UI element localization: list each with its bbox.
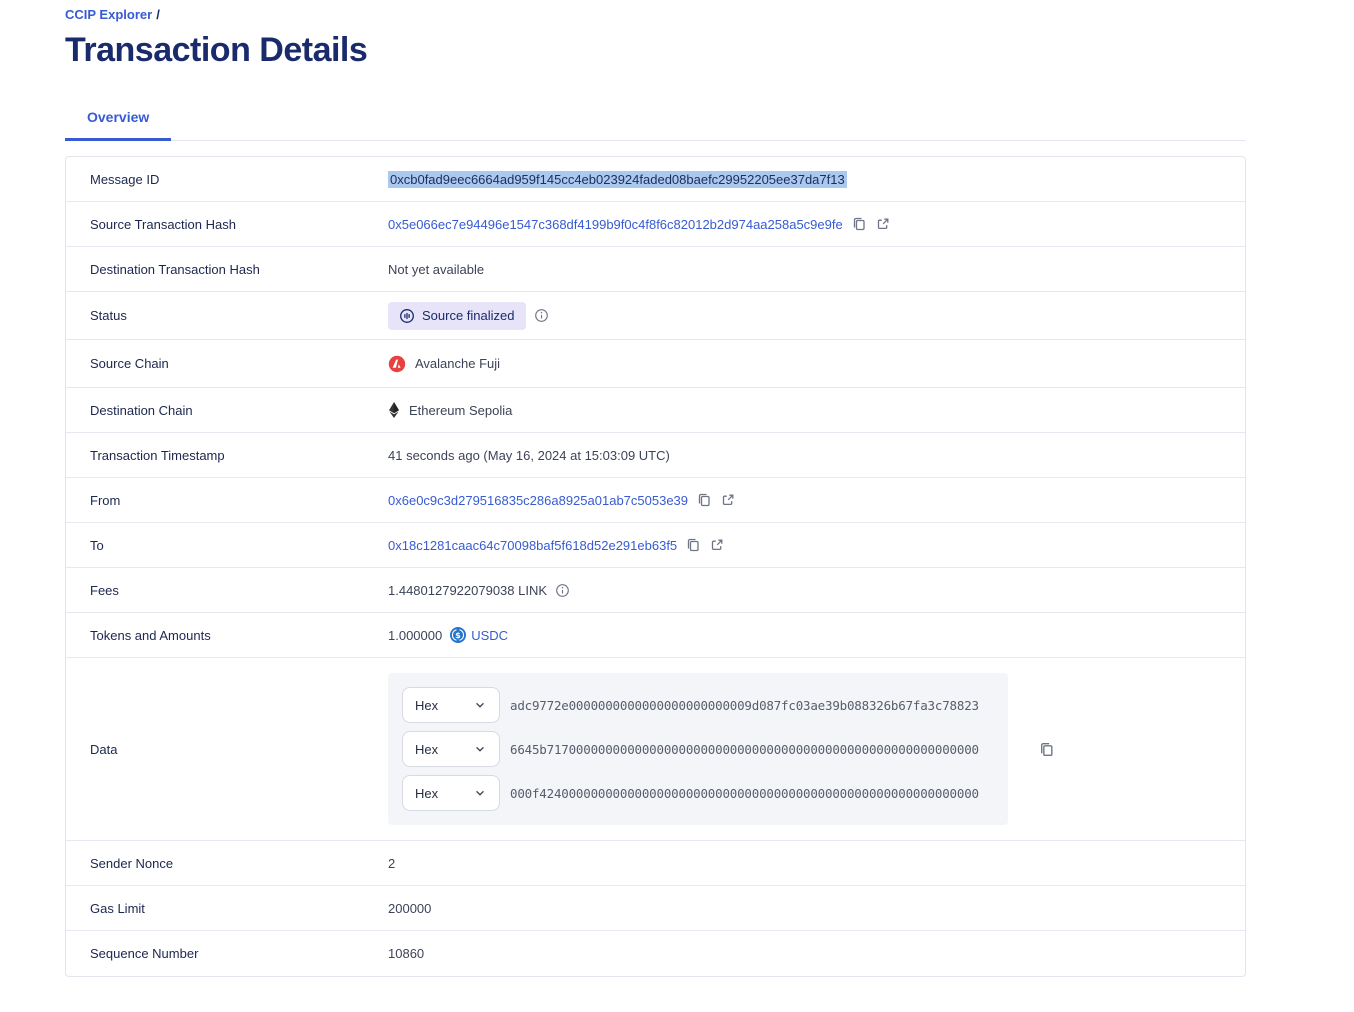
chevron-down-icon xyxy=(473,786,487,800)
to-address-link[interactable]: 0x18c1281caac64c70098baf5f618d52e291eb63… xyxy=(388,537,678,553)
chevron-down-icon xyxy=(473,742,487,756)
usdc-token-link[interactable]: $ USDC xyxy=(450,627,509,644)
row-sender-nonce: Sender Nonce 2 xyxy=(66,841,1245,887)
external-link-icon[interactable] xyxy=(720,492,736,508)
data-hex-line: 6645b71700000000000000000000000000000000… xyxy=(510,741,979,757)
timestamp-label: Transaction Timestamp xyxy=(90,447,225,463)
message-id-label: Message ID xyxy=(90,171,160,187)
transaction-details-page: CCIP Explorer / Transaction Details Overv… xyxy=(65,0,1246,978)
source-chain-name: Avalanche Fuji xyxy=(415,356,501,372)
data-line: Hex adc9772e0000000000000000000000009d08… xyxy=(402,687,994,724)
sequence-number-value: 10860 xyxy=(388,946,425,962)
message-id-value: 0xcb0fad9eec6664ad959f145cc4eb023924fade… xyxy=(388,170,847,188)
dest-tx-hash-label: Destination Transaction Hash xyxy=(90,261,260,277)
row-gas-limit: Gas Limit 200000 xyxy=(66,886,1245,932)
row-dest-chain: Destination Chain Ethereum Sepolia xyxy=(66,388,1245,434)
source-chain-label: Source Chain xyxy=(90,356,169,372)
page-title: Transaction Details xyxy=(65,31,368,69)
timestamp-value: 41 seconds ago (May 16, 2024 at 15:03:09… xyxy=(388,447,670,463)
gas-limit-label: Gas Limit xyxy=(90,900,145,916)
row-fees: Fees 1.4480127922079038 LINK xyxy=(66,568,1245,614)
data-line: Hex 000f42400000000000000000000000000000… xyxy=(402,775,994,812)
row-data: Data Hex adc9772e00000000000000000000000… xyxy=(66,658,1245,842)
row-source-chain: Source Chain Avalanche Fuji xyxy=(66,340,1245,389)
data-format-select[interactable]: Hex xyxy=(402,731,500,768)
row-sequence-number: Sequence Number 10860 xyxy=(66,931,1245,976)
source-chain-value: Avalanche Fuji xyxy=(388,355,500,373)
data-hex-line: adc9772e0000000000000000000000009d087fc0… xyxy=(510,697,979,713)
tokens-amounts-label: Tokens and Amounts xyxy=(90,627,211,643)
source-finalized-icon xyxy=(399,308,415,324)
usdc-token-name: USDC xyxy=(471,627,509,643)
svg-text:$: $ xyxy=(455,630,461,640)
copy-icon[interactable] xyxy=(851,216,867,232)
details-table: Message ID 0xcb0fad9eec6664ad959f145cc4e… xyxy=(65,156,1246,978)
fees-value: 1.4480127922079038 LINK xyxy=(388,582,548,598)
status-badge: Source finalized xyxy=(388,301,526,330)
info-icon[interactable] xyxy=(534,308,549,323)
avalanche-icon xyxy=(388,355,406,373)
copy-icon[interactable] xyxy=(685,537,701,553)
breadcrumb-ccip-explorer-link[interactable]: CCIP Explorer xyxy=(65,7,153,22)
data-line: Hex 6645b7170000000000000000000000000000… xyxy=(402,731,994,768)
source-tx-hash-label: Source Transaction Hash xyxy=(90,216,236,232)
data-format-select[interactable]: Hex xyxy=(402,687,500,724)
copy-icon[interactable] xyxy=(1038,741,1055,758)
row-from: From 0x6e0c9c3d279516835c286a8925a01ab7c… xyxy=(66,478,1245,524)
row-status: Status Source finalized xyxy=(66,292,1245,341)
usdc-icon: $ xyxy=(450,627,467,644)
dest-chain-name: Ethereum Sepolia xyxy=(409,402,513,418)
breadcrumb: CCIP Explorer / xyxy=(65,7,1246,22)
row-source-tx-hash: Source Transaction Hash 0x5e066ec7e94496… xyxy=(66,202,1245,248)
data-format-select[interactable]: Hex xyxy=(402,775,500,812)
row-message-id: Message ID 0xcb0fad9eec6664ad959f145cc4e… xyxy=(66,157,1245,203)
external-link-icon[interactable] xyxy=(709,537,725,553)
data-format-value: Hex xyxy=(415,741,439,757)
info-icon[interactable] xyxy=(555,583,570,598)
dest-chain-value: Ethereum Sepolia xyxy=(388,401,512,419)
token-amount: 1.000000 xyxy=(388,627,443,643)
breadcrumb-separator: / xyxy=(156,7,160,22)
ethereum-icon xyxy=(388,401,400,419)
from-label: From xyxy=(90,492,121,508)
sender-nonce-label: Sender Nonce xyxy=(90,855,174,871)
fees-label: Fees xyxy=(90,582,119,598)
data-format-value: Hex xyxy=(415,785,439,801)
tab-bar: Overview xyxy=(65,109,1246,142)
tab-overview[interactable]: Overview xyxy=(65,109,172,142)
external-link-icon[interactable] xyxy=(875,216,891,232)
sequence-number-label: Sequence Number xyxy=(90,946,199,962)
data-format-value: Hex xyxy=(415,697,439,713)
dest-tx-hash-value: Not yet available xyxy=(388,261,485,277)
row-dest-tx-hash: Destination Transaction Hash Not yet ava… xyxy=(66,247,1245,293)
source-tx-hash-link[interactable]: 0x5e066ec7e94496e1547c368df4199b9f0c4f8f… xyxy=(388,216,843,232)
chevron-down-icon xyxy=(473,698,487,712)
row-to: To 0x18c1281caac64c70098baf5f618d52e291e… xyxy=(66,523,1245,569)
gas-limit-value: 200000 xyxy=(388,900,432,916)
status-label: Status xyxy=(90,308,127,324)
row-timestamp: Transaction Timestamp 41 seconds ago (Ma… xyxy=(66,433,1245,479)
from-address-link[interactable]: 0x6e0c9c3d279516835c286a8925a01ab7c5053e… xyxy=(388,492,689,508)
data-hex-box: Hex adc9772e0000000000000000000000009d08… xyxy=(388,673,1008,826)
to-label: To xyxy=(90,537,104,553)
row-tokens-amounts: Tokens and Amounts 1.000000 $ USDC xyxy=(66,613,1245,659)
sender-nonce-value: 2 xyxy=(388,855,396,871)
status-badge-text: Source finalized xyxy=(422,308,515,324)
data-hex-line: 000f424000000000000000000000000000000000… xyxy=(510,785,979,801)
dest-chain-label: Destination Chain xyxy=(90,402,193,418)
copy-icon[interactable] xyxy=(696,492,712,508)
data-label: Data xyxy=(90,741,118,757)
